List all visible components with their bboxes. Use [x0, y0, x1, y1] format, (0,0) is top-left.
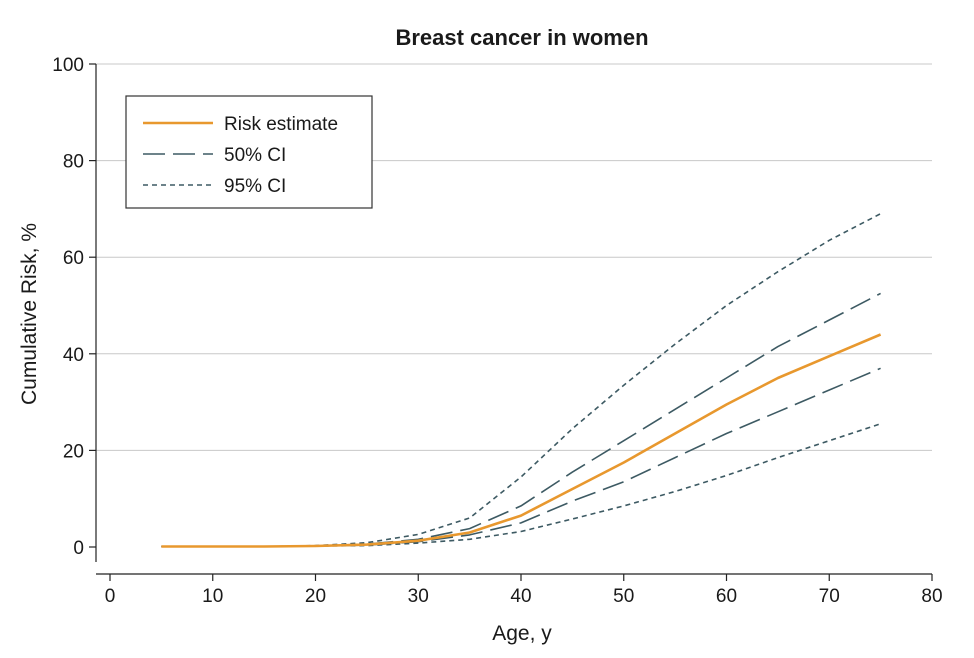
legend-label: 95% CI	[224, 176, 286, 197]
x-tick-label: 40	[510, 586, 531, 607]
data-series	[161, 212, 882, 548]
legend-box	[125, 95, 373, 209]
y-tick-label: 60	[63, 248, 84, 269]
x-tick-label: 70	[819, 586, 840, 607]
x-tick-label: 60	[716, 586, 737, 607]
series-line-50-ci	[161, 292, 881, 548]
legend-label: Risk estimate	[224, 114, 338, 135]
x-tick-label: 20	[305, 586, 326, 607]
y-axis: 0 20 40 60 80 100	[52, 55, 97, 562]
series-line-risk-estimate	[161, 333, 882, 548]
y-tick-label: 20	[63, 441, 84, 462]
x-tick-label: 50	[613, 586, 634, 607]
x-tick-label: 10	[202, 586, 223, 607]
x-axis-label: Age, y	[492, 622, 552, 645]
x-tick-label: 0	[105, 586, 116, 607]
y-tick-label: 100	[52, 55, 84, 76]
x-tick-label: 30	[408, 586, 429, 607]
y-tick-label: 40	[63, 345, 84, 366]
legend: Risk estimate 50% CI 95% CI	[125, 95, 373, 209]
y-axis-label: Cumulative Risk, %	[18, 223, 41, 405]
y-tick-label: 0	[73, 538, 84, 559]
x-tick-label: 80	[921, 586, 942, 607]
legend-label: 50% CI	[224, 145, 286, 166]
y-tick-label: 80	[63, 152, 84, 173]
series-line-95-ci	[161, 423, 881, 548]
series-line-50-ci	[161, 367, 881, 548]
chart-title: Breast cancer in women	[395, 25, 648, 50]
x-axis: 0 10 20 30 40 50 60 70 80	[96, 573, 943, 607]
